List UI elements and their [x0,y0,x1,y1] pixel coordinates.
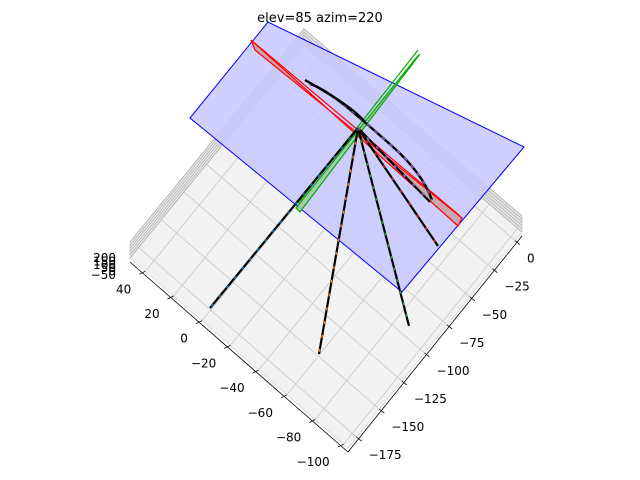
trajectory-3-dash [357,127,410,327]
x-tick-mark [514,240,521,245]
y-tick-mark [224,345,231,349]
y-tick-mark [252,369,259,374]
x-tick-label: 0 [527,252,535,266]
trajectory-4 [357,127,439,247]
x-tick-label: −25 [504,280,529,294]
x-tick-label: −175 [369,448,402,462]
trajectory-1-dash [209,127,359,309]
y-tick-label: 40 [116,282,131,296]
y-axis-line [129,261,349,453]
y-tick-label: 0 [180,332,188,346]
y-tick-mark [337,443,344,448]
x-tick-mark [401,380,408,386]
z-tick-label: −50 [91,268,116,282]
x-grid-line [138,247,357,438]
y-tick-mark [195,320,203,325]
x-tick-mark [446,324,453,330]
y-tick-mark [309,419,316,423]
y-tick-mark [139,270,146,275]
x-grid-line [183,191,403,382]
trajectory-5 [357,127,431,203]
y-tick-mark [280,394,288,399]
x-axis-ticks: 0 −25 −50 −75 −100 −125 −150 −175 [356,240,535,462]
x-tick-label: −75 [459,336,484,350]
y-grid-line [343,228,518,445]
trajectory-arc-2 [304,79,366,123]
x-tick-mark [424,352,430,358]
z-tick-label: 0 [108,265,116,279]
z-tick-label: 100 [93,258,116,272]
y-tick-label: −20 [191,356,216,370]
trajectories [209,79,439,355]
x-tick-mark [469,296,476,302]
y-tick-label: −60 [248,406,273,420]
y-tick-label: −40 [219,381,244,395]
blue-plane [189,21,525,293]
x-tick-mark [379,408,385,414]
chart-title: elev=85 azim=220 [257,11,383,26]
trajectory-2-dash [318,127,359,355]
y-tick-label: 20 [144,307,159,321]
y-tick-label: −100 [297,455,330,469]
x-tick-mark [492,268,498,274]
x-tick-label: −150 [391,420,424,434]
x-grid-line [161,219,380,410]
x-tick-label: −100 [437,364,470,378]
y-axis-ticks: 40 20 0−20−40 −60−80 −100 [116,270,344,469]
x-grid-line [206,163,425,354]
x-tick-mark [356,436,362,442]
y-grid-line [314,203,490,420]
x-tick-label: −50 [482,308,507,322]
z-tick-label: 200 [93,251,116,265]
z-tick-label: 150 [93,254,116,268]
y-tick-mark [167,295,174,300]
y-tick-label: −80 [276,431,301,445]
z-tick-label: 50 [101,261,116,275]
x-axis-line [347,235,523,453]
x-tick-label: −125 [414,392,447,406]
